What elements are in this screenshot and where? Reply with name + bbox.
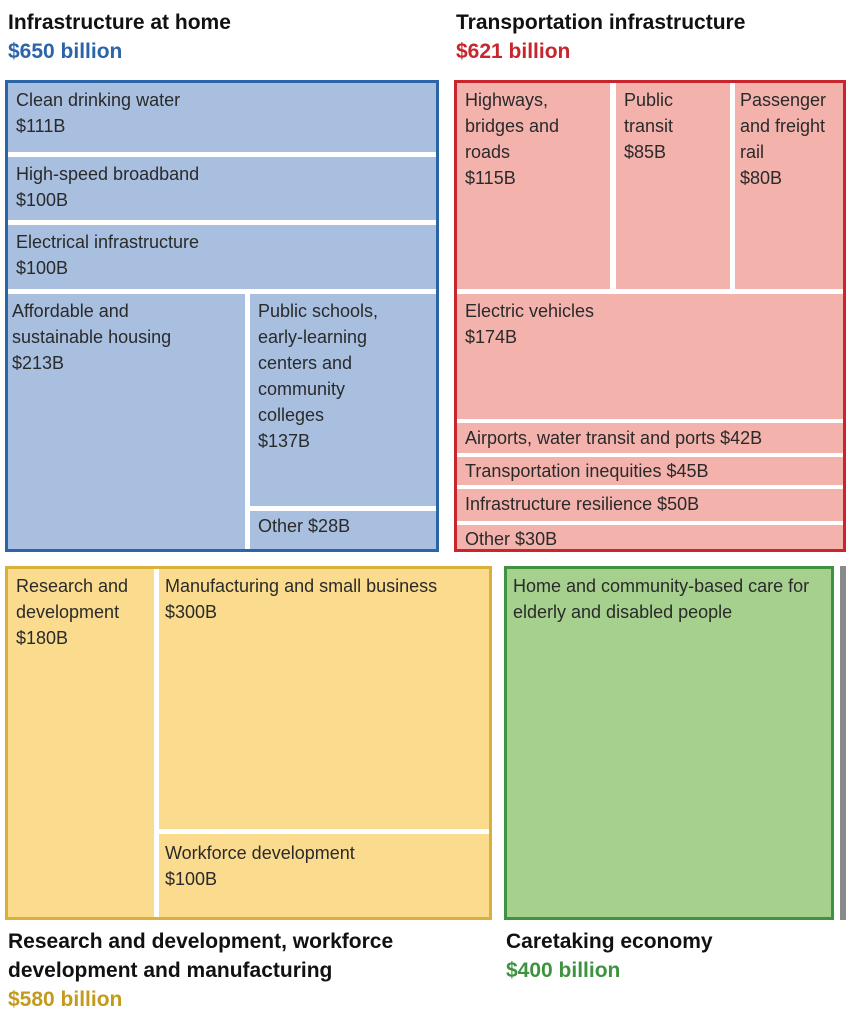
tile-label: Passenger and freight rail <box>740 90 827 162</box>
tile-label: Electric vehicles <box>465 301 595 321</box>
tile-value: $85B <box>624 142 667 162</box>
tile-value: $30B <box>515 529 558 549</box>
treemap-tile: Transportation inequities $45B <box>457 457 843 485</box>
tile-value: $50B <box>657 494 700 514</box>
tile-value: $174B <box>465 327 518 347</box>
tile-value: $137B <box>258 431 311 451</box>
tile-label: Public transit <box>624 90 674 136</box>
tile-value: $42B <box>720 428 763 448</box>
tile-label: Manufacturing and small business <box>165 576 438 596</box>
tile-label: Workforce development <box>165 843 355 863</box>
treemap-tile: Research and development $180B <box>8 569 154 917</box>
home-group-frame <box>5 80 439 552</box>
treemap-tile: Workforce development $100B <box>159 834 489 917</box>
transport-group-total: $621 billion <box>456 40 571 63</box>
treemap-tile: Public schools, early-learning centers a… <box>250 294 436 506</box>
tile-value: $213B <box>12 353 65 373</box>
tile-value: $45B <box>666 461 709 481</box>
tile-label: Clean drinking water <box>16 90 181 110</box>
treemap-tile: Public transit $85B <box>616 83 730 289</box>
home-group-title: Infrastructure at home <box>8 11 231 34</box>
tile-label: Airports, water transit and ports <box>465 428 716 448</box>
transport-group-frame <box>454 80 846 552</box>
tile-value: $180B <box>16 628 69 648</box>
transport-group-title: Transportation infrastructure <box>456 11 746 34</box>
treemap-tile: Affordable and sustainable housing $213B <box>8 294 245 549</box>
research-group-total: $580 billion <box>8 988 123 1011</box>
treemap-tile: Other $30B <box>457 525 843 549</box>
tile-label: Electrical infrastructure <box>16 232 200 252</box>
treemap-tile: Airports, water transit and ports $42B <box>457 423 843 453</box>
tile-value: $100B <box>16 190 69 210</box>
tile-label: Other <box>465 529 511 549</box>
tile-value: $111B <box>16 116 66 136</box>
treemap-tile: Passenger and freight rail $80B <box>735 83 843 289</box>
treemap-tile: Electrical infrastructure $100B <box>8 225 436 289</box>
tile-label: Highways, bridges and roads <box>465 90 560 162</box>
care-group-title: Caretaking economy <box>506 930 713 953</box>
care-group-total: $400 billion <box>506 959 621 982</box>
tile-value: $115B <box>465 168 516 188</box>
treemap-tile: Other $28B <box>250 511 436 549</box>
edge-divider <box>840 566 846 920</box>
tile-value: $100B <box>16 258 69 278</box>
research-group-title: Research and development, workforce deve… <box>8 930 394 982</box>
tile-label: Transportation inequities <box>465 461 662 481</box>
tile-value: $28B <box>308 516 351 536</box>
tile-label: High-speed broadband <box>16 164 200 184</box>
treemap-tile: Manufacturing and small business $300B <box>159 569 489 829</box>
tile-label: Home and community-based care for elderl… <box>513 576 810 622</box>
tile-label: Other <box>258 516 304 536</box>
treemap-tile: Clean drinking water $111B <box>8 83 436 152</box>
treemap-tile: Electric vehicles $174B <box>457 294 843 419</box>
tile-value: $80B <box>740 168 783 188</box>
home-group-total: $650 billion <box>8 40 123 63</box>
research-group-frame <box>5 566 492 920</box>
treemap-tile: Highways, bridges and roads $115B <box>457 83 610 289</box>
care-group-frame <box>504 566 834 920</box>
treemap-tile: Home and community-based care for elderl… <box>507 569 831 917</box>
treemap-tile: Infrastructure resilience $50B <box>457 489 843 521</box>
tile-label: Infrastructure resilience <box>465 494 653 514</box>
tile-label: Affordable and sustainable housing <box>12 301 172 347</box>
tile-value: $100B <box>165 869 218 889</box>
tile-label: Research and development <box>16 576 129 622</box>
tile-label: Public schools, early-learning centers a… <box>258 301 379 425</box>
treemap-tile: High-speed broadband $100B <box>8 157 436 220</box>
tile-value: $300B <box>165 602 218 622</box>
